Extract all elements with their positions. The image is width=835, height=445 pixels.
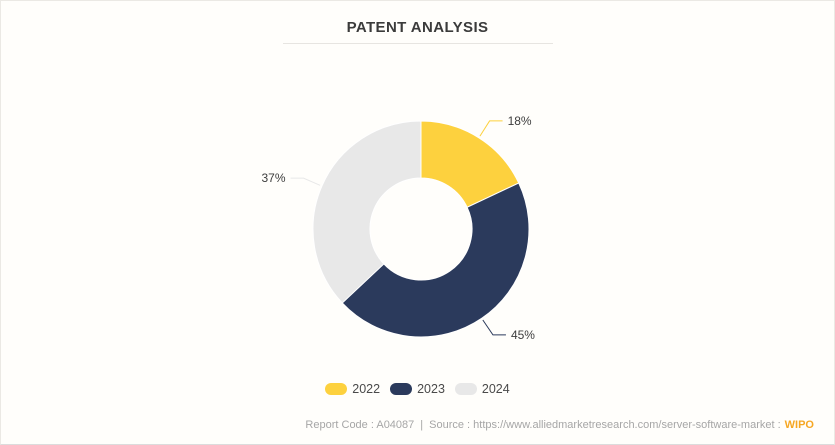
chart-header: PATENT ANALYSIS <box>1 19 834 44</box>
data-label-2024: 37% <box>261 171 285 185</box>
donut-segment-2022[interactable] <box>420 120 520 208</box>
footer: Report Code : A04087 | Source : https://ww… <box>305 419 814 431</box>
legend-label-2022: 2022 <box>352 382 381 396</box>
data-label-connector-2023 <box>482 319 506 336</box>
data-label-connector-2024 <box>290 177 321 186</box>
data-label-2022: 18% <box>508 114 532 128</box>
data-label-2023: 45% <box>511 328 535 342</box>
legend-swatch-2023 <box>390 383 413 395</box>
data-label-connector-2022 <box>479 120 503 137</box>
donut-segment-2024[interactable] <box>312 120 422 304</box>
report-code-text: Report Code : A04087 <box>305 419 415 431</box>
footer-separator: | <box>420 419 424 431</box>
source-text: Source : https://www.alliedmarketresearc… <box>429 419 781 431</box>
chart-title: PATENT ANALYSIS <box>346 19 489 36</box>
legend-item-2024[interactable]: 2024 <box>454 382 510 396</box>
legend-swatch-2024 <box>454 383 477 395</box>
legend-item-2023[interactable]: 2023 <box>390 382 445 396</box>
legend-swatch-2022 <box>325 383 348 395</box>
donut-segment-2023[interactable] <box>341 182 530 338</box>
legend-item-2022[interactable]: 2022 <box>325 382 380 396</box>
title-underline <box>282 43 553 44</box>
legend-label-2024: 2024 <box>481 382 510 396</box>
legend-label-2023: 2023 <box>417 382 445 396</box>
source-link-wipo[interactable]: WIPO <box>784 419 814 431</box>
chart-legend: 2022 2023 2024 <box>1 382 834 396</box>
